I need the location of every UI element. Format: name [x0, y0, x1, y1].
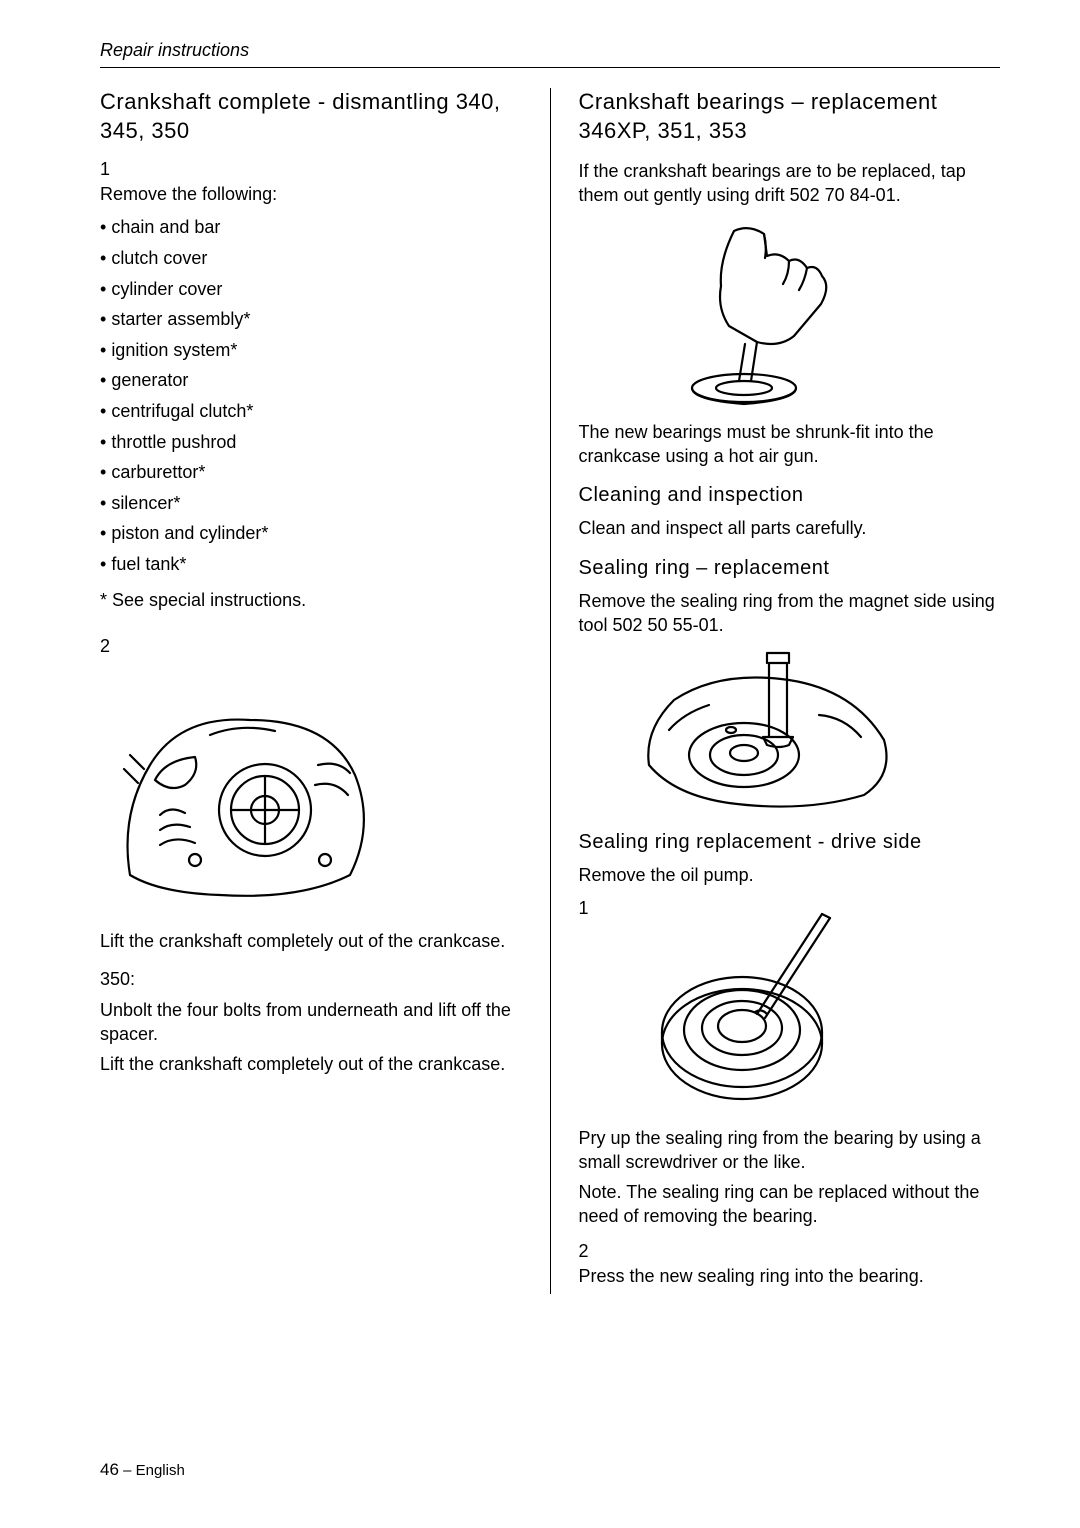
list-item: throttle pushrod [100, 427, 522, 458]
right-title: Crankshaft bearings – replacement 346XP,… [579, 88, 1001, 145]
remove-list: chain and bar clutch cover cylinder cove… [100, 212, 522, 579]
right-step-2-number: 2 [579, 1241, 1001, 1262]
right-p-clean: Clean and inspect all parts carefully. [579, 516, 1001, 540]
left-title: Crankshaft complete - dismantling 340, 3… [100, 88, 522, 145]
left-350-b: Lift the crankshaft completely out of th… [100, 1052, 522, 1076]
left-350-label: 350: [100, 967, 522, 991]
left-350-a: Unbolt the four bolts from underneath an… [100, 998, 522, 1047]
two-column-layout: Crankshaft complete - dismantling 340, 3… [100, 88, 1000, 1294]
right-p-press: Press the new sealing ring into the bear… [579, 1264, 1001, 1288]
column-divider [550, 88, 551, 1294]
list-item: generator [100, 365, 522, 396]
right-column: Crankshaft bearings – replacement 346XP,… [579, 88, 1001, 1294]
list-item: piston and cylinder* [100, 518, 522, 549]
list-item: chain and bar [100, 212, 522, 243]
left-column: Crankshaft complete - dismantling 340, 3… [100, 88, 522, 1294]
left-step-1-number: 1 [100, 159, 522, 180]
right-step-1-number: 1 [579, 898, 589, 919]
list-item: centrifugal clutch* [100, 396, 522, 427]
list-item: ignition system* [100, 335, 522, 366]
list-item: clutch cover [100, 243, 522, 274]
hand-drift-figure [639, 216, 899, 406]
footer-lang: – English [123, 1462, 185, 1479]
right-h-seal: Sealing ring – replacement [579, 555, 1001, 581]
right-p-pry: Pry up the sealing ring from the bearing… [579, 1126, 1001, 1175]
list-item: cylinder cover [100, 274, 522, 305]
left-after-fig: Lift the crankshaft completely out of th… [100, 929, 522, 953]
right-p-seal: Remove the sealing ring from the magnet … [579, 589, 1001, 638]
page-number: 46 [100, 1460, 119, 1479]
right-h-clean: Cleaning and inspection [579, 482, 1001, 508]
seal-tool-figure [629, 645, 909, 815]
right-p2: The new bearings must be shrunk-fit into… [579, 420, 1001, 469]
bearing-pry-figure [637, 902, 857, 1112]
left-footnote: * See special instructions. [100, 588, 522, 612]
list-item: fuel tank* [100, 549, 522, 580]
list-item: silencer* [100, 488, 522, 519]
crankcase-figure [100, 665, 400, 915]
page: Repair instructions Crankshaft complete … [0, 0, 1080, 1528]
list-item: starter assembly* [100, 304, 522, 335]
right-p-drive: Remove the oil pump. [579, 863, 1001, 887]
list-item: carburettor* [100, 457, 522, 488]
page-footer: 46 – English [100, 1460, 185, 1480]
left-step-2-number: 2 [100, 636, 522, 657]
right-h-drive: Sealing ring replacement - drive side [579, 829, 1001, 855]
right-p-note: Note. The sealing ring can be replaced w… [579, 1180, 1001, 1229]
header-rule [100, 67, 1000, 68]
header-section: Repair instructions [100, 40, 1000, 61]
right-p1: If the crankshaft bearings are to be rep… [579, 159, 1001, 208]
left-step-1-intro: Remove the following: [100, 182, 522, 206]
